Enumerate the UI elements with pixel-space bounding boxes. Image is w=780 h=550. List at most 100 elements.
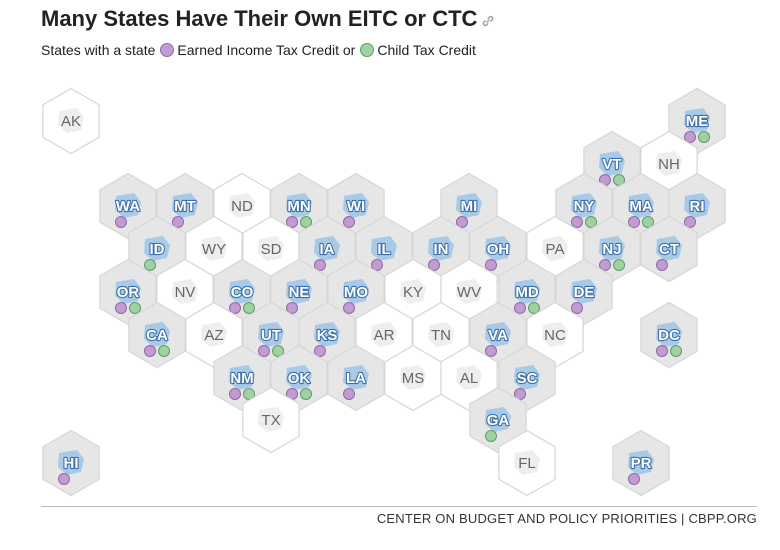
state-tile-vt[interactable]: VT [583, 130, 641, 198]
state-label: MI [461, 198, 478, 215]
state-tile-az[interactable]: AZ [185, 301, 243, 369]
state-tile-ut[interactable]: UT [242, 301, 300, 369]
state-tile-hi[interactable]: HI [42, 429, 100, 497]
state-label: MS [402, 370, 425, 387]
state-tile-la[interactable]: LA [327, 344, 385, 412]
ctc-marker [698, 131, 710, 143]
eitc-marker [485, 345, 497, 357]
state-silhouette [628, 450, 654, 475]
ctc-marker [485, 430, 497, 442]
eitc-marker [371, 259, 383, 271]
state-label: ME [686, 113, 709, 130]
legend-ctc-swatch [360, 43, 375, 57]
state-tile-ri[interactable]: RI [668, 172, 726, 240]
state-label: AL [460, 370, 478, 387]
state-label: DC [658, 327, 680, 344]
state-tile-wy[interactable]: WY [185, 215, 243, 283]
state-silhouette [314, 236, 340, 261]
state-label: CT [659, 241, 679, 258]
eitc-marker [172, 216, 184, 228]
state-silhouette [456, 365, 482, 390]
state-tile-ct[interactable]: CT [640, 215, 698, 283]
state-tile-nv[interactable]: NV [156, 258, 214, 326]
state-silhouette [400, 365, 426, 390]
state-tile-de[interactable]: DE [555, 258, 613, 326]
state-tile-ar[interactable]: AR [355, 301, 413, 369]
state-silhouette [456, 193, 482, 218]
ctc-marker [144, 259, 156, 271]
state-tile-ga[interactable]: GA [469, 386, 527, 454]
state-label: KS [317, 327, 338, 344]
state-tile-oh[interactable]: OH [469, 215, 527, 283]
state-silhouette [115, 279, 141, 304]
state-silhouette [201, 236, 227, 261]
state-silhouette [400, 279, 426, 304]
state-tile-ne[interactable]: NE [270, 258, 328, 326]
ctc-marker [613, 259, 625, 271]
state-tile-in[interactable]: IN [412, 215, 470, 283]
state-label: OK [288, 370, 311, 387]
state-label: MT [174, 198, 196, 215]
state-label: NE [289, 284, 310, 301]
eitc-marker [514, 302, 526, 314]
state-silhouette [485, 322, 511, 347]
state-label: FL [518, 455, 536, 472]
state-tile-wa[interactable]: WA [99, 172, 157, 240]
state-silhouette [286, 193, 312, 218]
eitc-marker [115, 302, 127, 314]
state-label: NJ [602, 241, 621, 258]
state-tile-va[interactable]: VA [469, 301, 527, 369]
state-tile-nm[interactable]: NM [213, 344, 271, 412]
state-silhouette [684, 108, 710, 133]
state-tile-ca[interactable]: CA [128, 301, 186, 369]
state-tile-pr[interactable]: PR [612, 429, 670, 497]
state-tile-dc[interactable]: DC [640, 301, 698, 369]
state-label: MN [287, 198, 310, 215]
state-tile-mo[interactable]: MO [327, 258, 385, 326]
state-silhouette [514, 450, 540, 475]
eitc-marker [286, 302, 298, 314]
state-tile-fl[interactable]: FL [498, 429, 556, 497]
state-silhouette [656, 322, 682, 347]
state-tile-pa[interactable]: PA [526, 215, 584, 283]
state-tile-wi[interactable]: WI [327, 172, 385, 240]
state-tile-ia[interactable]: IA [298, 215, 356, 283]
legend: States with a state Earned Income Tax Cr… [41, 42, 476, 58]
eitc-marker [343, 216, 355, 228]
state-tile-sc[interactable]: SC [498, 344, 556, 412]
ctc-marker [613, 174, 625, 186]
state-tile-co[interactable]: CO [213, 258, 271, 326]
state-tile-ks[interactable]: KS [298, 301, 356, 369]
state-tile-mt[interactable]: MT [156, 172, 214, 240]
state-tile-ok[interactable]: OK [270, 344, 328, 412]
state-tile-sd[interactable]: SD [242, 215, 300, 283]
state-silhouette [571, 279, 597, 304]
state-label: PA [546, 241, 565, 258]
state-tile-mi[interactable]: MI [440, 172, 498, 240]
state-tile-ms[interactable]: MS [384, 344, 442, 412]
state-tile-il[interactable]: IL [355, 215, 413, 283]
state-tile-tx[interactable]: TX [242, 386, 300, 454]
legend-eitc-swatch [160, 43, 175, 57]
state-silhouette [258, 322, 284, 347]
state-silhouette [343, 365, 369, 390]
state-label: NC [544, 327, 566, 344]
state-tile-ak[interactable]: AK [42, 87, 100, 155]
state-label: AK [61, 113, 81, 130]
state-tile-id[interactable]: ID [128, 215, 186, 283]
state-silhouette [599, 236, 625, 261]
state-tile-me[interactable]: ME [668, 87, 726, 155]
link-icon[interactable] [482, 7, 494, 33]
eitc-marker [571, 216, 583, 228]
state-silhouette [58, 450, 84, 475]
state-tile-or[interactable]: OR [99, 258, 157, 326]
state-tile-nd[interactable]: ND [213, 172, 271, 240]
state-silhouette [343, 193, 369, 218]
state-tile-md[interactable]: MD [498, 258, 556, 326]
state-tile-nc[interactable]: NC [526, 301, 584, 369]
eitc-marker [571, 302, 583, 314]
eitc-marker [684, 216, 696, 228]
state-label: IL [377, 241, 390, 258]
state-label: OR [117, 284, 140, 301]
